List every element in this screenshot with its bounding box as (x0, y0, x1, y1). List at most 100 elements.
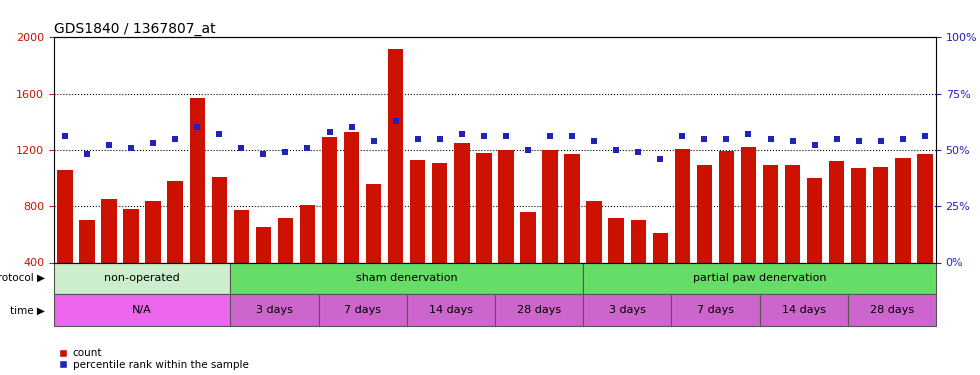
Bar (230, 262, 583, 294)
Bar (344, 132, 360, 319)
Bar (848, 294, 936, 326)
Bar (630, 220, 646, 319)
Point (79, 152, 95, 157)
Point (895, 136, 910, 142)
Text: 3 days: 3 days (609, 305, 646, 315)
Bar (873, 167, 889, 319)
Text: non-operated: non-operated (104, 273, 180, 284)
Bar (674, 148, 690, 319)
Point (189, 124, 205, 130)
Text: 28 days: 28 days (869, 305, 914, 315)
Bar (318, 294, 407, 326)
Text: N/A: N/A (132, 305, 152, 315)
Text: protocol ▶: protocol ▶ (0, 273, 45, 284)
Point (212, 131, 227, 137)
Bar (829, 161, 845, 319)
Bar (583, 262, 936, 294)
Point (300, 145, 316, 151)
Point (586, 138, 602, 144)
Point (344, 124, 360, 130)
Point (498, 134, 514, 140)
Point (609, 147, 624, 153)
Point (321, 129, 337, 135)
Bar (895, 158, 910, 319)
Point (168, 136, 183, 142)
Bar (212, 177, 227, 319)
Bar (79, 220, 95, 319)
Text: 14 days: 14 days (429, 305, 472, 315)
Bar (277, 217, 293, 319)
Text: 28 days: 28 days (516, 305, 562, 315)
Point (873, 138, 889, 144)
Bar (498, 150, 514, 319)
Point (277, 149, 293, 155)
Text: 14 days: 14 days (782, 305, 825, 315)
Bar (671, 294, 760, 326)
Bar (168, 181, 183, 319)
Point (520, 147, 536, 153)
Point (718, 136, 734, 142)
Bar (564, 154, 580, 319)
Bar (57, 170, 73, 319)
Bar (653, 233, 668, 319)
Bar (54, 294, 230, 326)
Point (233, 145, 249, 151)
Point (630, 149, 646, 155)
Point (785, 138, 801, 144)
Bar (586, 201, 602, 319)
Point (388, 118, 404, 124)
Bar (697, 165, 712, 319)
Bar (807, 178, 822, 319)
Text: 3 days: 3 days (256, 305, 293, 315)
Bar (851, 168, 866, 319)
Bar (366, 184, 381, 319)
Bar (101, 199, 117, 319)
Point (256, 152, 271, 157)
Bar (542, 150, 558, 319)
Bar (233, 210, 249, 319)
Point (674, 134, 690, 140)
Point (697, 136, 712, 142)
Point (123, 145, 139, 151)
Bar (760, 294, 848, 326)
Point (145, 140, 161, 146)
Point (807, 142, 822, 148)
Bar (762, 165, 778, 319)
Text: GDS1840 / 1367807_at: GDS1840 / 1367807_at (54, 22, 216, 36)
Bar (388, 49, 404, 319)
Bar (609, 217, 624, 319)
Bar (321, 137, 337, 319)
Text: 7 days: 7 days (344, 305, 381, 315)
Text: time ▶: time ▶ (10, 305, 45, 315)
Bar (495, 294, 583, 326)
Point (542, 134, 558, 140)
Bar (741, 147, 757, 319)
Bar (123, 209, 139, 319)
Bar (917, 154, 933, 319)
Point (564, 134, 580, 140)
Bar (520, 212, 536, 319)
Bar (718, 152, 734, 319)
Point (762, 136, 778, 142)
Bar (583, 294, 671, 326)
Point (101, 142, 117, 148)
Point (57, 134, 73, 140)
Bar (145, 201, 161, 319)
Bar (230, 294, 318, 326)
Point (454, 131, 469, 137)
Point (851, 138, 866, 144)
Point (653, 156, 668, 162)
Point (476, 134, 492, 140)
Bar (432, 163, 448, 319)
Point (410, 136, 425, 142)
Bar (54, 262, 230, 294)
Bar (476, 153, 492, 319)
Text: sham denervation: sham denervation (356, 273, 458, 284)
Bar (189, 98, 205, 319)
Legend: count, percentile rank within the sample: count, percentile rank within the sample (59, 348, 249, 370)
Bar (454, 143, 469, 319)
Point (432, 136, 448, 142)
Text: partial paw denervation: partial paw denervation (693, 273, 826, 284)
Bar (407, 294, 495, 326)
Bar (410, 160, 425, 319)
